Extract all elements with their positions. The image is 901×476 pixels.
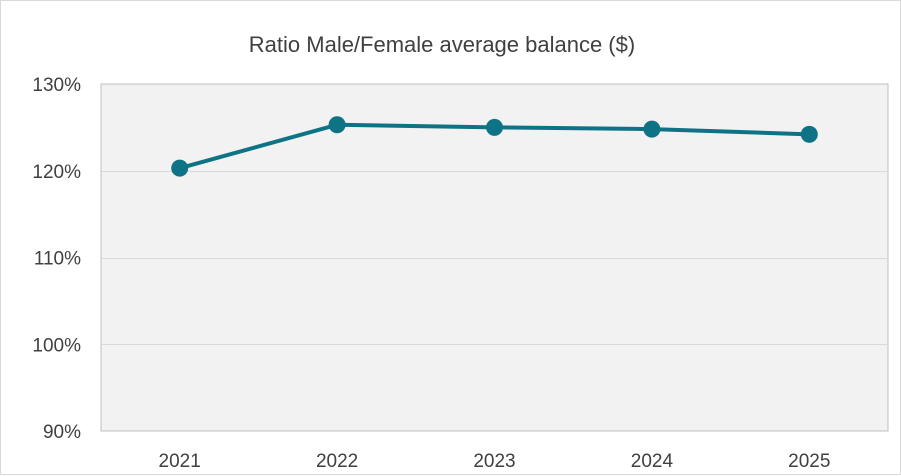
- plot-area: [100, 83, 889, 432]
- data-point: [171, 159, 189, 177]
- y-tick-label: 110%: [34, 249, 81, 270]
- data-point: [643, 120, 661, 138]
- x-axis: 2021 2022 2023 2024 2025: [159, 451, 831, 472]
- x-tick-label: 2025: [788, 451, 830, 472]
- y-tick-label: 120%: [32, 162, 81, 183]
- data-point: [800, 125, 818, 143]
- y-axis: 90% 100% 110% 120% 130%: [32, 75, 81, 443]
- x-tick-label: 2021: [159, 451, 201, 472]
- series: [171, 116, 818, 177]
- y-tick-label: 130%: [32, 75, 81, 96]
- x-tick-label: 2024: [631, 451, 674, 472]
- x-tick-label: 2022: [316, 451, 358, 472]
- chart-title: Ratio Male/Female average balance ($): [249, 32, 635, 57]
- y-tick-label: 100%: [32, 335, 81, 356]
- data-point: [328, 116, 346, 134]
- gridlines: [101, 171, 888, 345]
- x-tick-label: 2023: [473, 451, 515, 472]
- data-point: [486, 118, 503, 136]
- y-tick-label: 90%: [43, 422, 81, 443]
